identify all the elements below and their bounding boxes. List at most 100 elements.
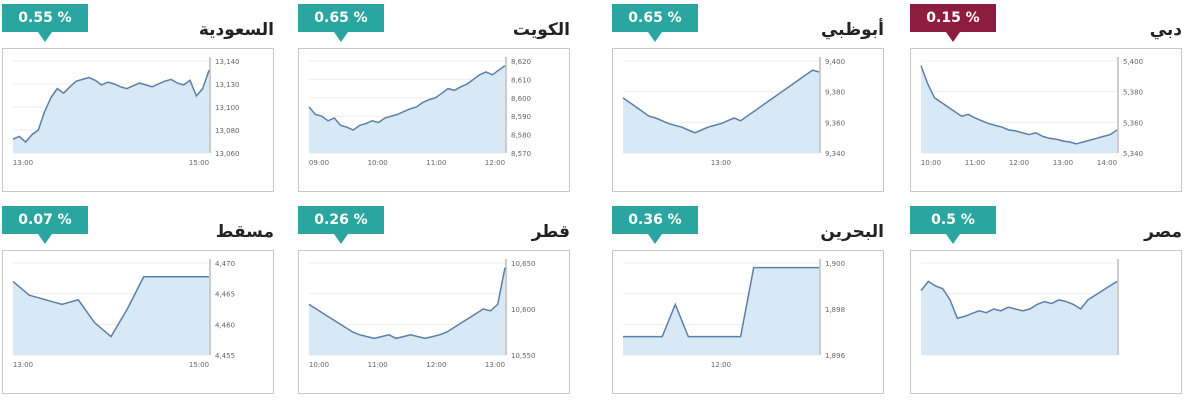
- series-area: [13, 70, 209, 153]
- change-badge: 0.65 %: [612, 4, 698, 42]
- change-value: 0.5 %: [931, 212, 975, 228]
- series-line: [12, 276, 209, 338]
- y-tick-label: 8,600: [511, 95, 531, 103]
- x-tick-label: 15:00: [189, 159, 209, 167]
- market-title: قطر: [531, 222, 570, 242]
- market-panel-bahrain: 0.36 % البحرين 1,900 1,898 1,896 12:00: [612, 206, 884, 396]
- x-tick-label: 13:00: [1053, 159, 1073, 167]
- change-value: 0.36 %: [628, 212, 682, 228]
- x-tick-label: 14:00: [1097, 159, 1117, 167]
- price-chart: 5,400 5,380 5,360 5,340 10:00 11:00 12:00 13:00…: [920, 57, 1143, 167]
- x-tick-label: 12:00: [1009, 159, 1029, 167]
- x-tick-label: 10:00: [309, 361, 329, 369]
- market-title: أبوظبي: [820, 20, 884, 40]
- x-tick-label: 13:00: [485, 361, 505, 369]
- y-tick-label: 4,455: [215, 352, 235, 360]
- series-line: [622, 69, 820, 134]
- change-badge: 0.07 %: [2, 206, 88, 244]
- change-badge: 0.65 %: [298, 4, 384, 42]
- price-chart: 4,470 4,465 4,460 4,455 13:00 15:00: [12, 259, 235, 369]
- y-tick-label: 8,570: [511, 150, 531, 158]
- series-area: [921, 65, 1117, 153]
- series-line: [308, 64, 506, 131]
- change-value: 0.15 %: [926, 10, 980, 26]
- change-badge: 0.5 %: [910, 206, 996, 244]
- change-badge: 0.15 %: [910, 4, 996, 42]
- series-line: [12, 69, 210, 144]
- x-tick-label: 13:00: [13, 361, 33, 369]
- y-tick-label: 4,460: [215, 321, 235, 329]
- change-value: 0.26 %: [314, 212, 368, 228]
- y-tick-label: 8,590: [511, 113, 531, 121]
- change-badge: 0.55 %: [2, 4, 88, 42]
- y-tick-label: 8,610: [511, 76, 531, 84]
- chart-frame: 13,140 13,130 13,100 13,080 13,060 13:00 15:00: [2, 48, 274, 192]
- market-title: مسقط: [215, 222, 274, 242]
- chart-frame: 5,400 5,380 5,360 5,340 10:00 11:00 12:00 13:00…: [910, 48, 1182, 192]
- change-value: 0.55 %: [18, 10, 72, 26]
- y-tick-label: 4,465: [215, 291, 235, 299]
- chart-frame: 4,470 4,465 4,460 4,455 13:00 15:00: [2, 250, 274, 394]
- y-tick-label: 5,380: [1123, 89, 1143, 97]
- chart-frame: 8,620 8,610 8,600 8,590 8,580 8,570 09:00 10:00…: [298, 48, 570, 192]
- chart-frame: [910, 250, 1182, 394]
- y-tick-label: 13,130: [215, 81, 240, 89]
- y-tick-label: 9,400: [825, 58, 845, 66]
- market-panel-kuwait: 0.65 % الكويت 8,620 8,610 8,600 8,590 8,580 8,5…: [298, 4, 570, 194]
- series-area: [623, 70, 819, 153]
- x-tick-label: 11:00: [965, 159, 985, 167]
- y-tick-label: 9,380: [825, 89, 845, 97]
- series-line: [920, 65, 1118, 145]
- change-value: 0.65 %: [314, 10, 368, 26]
- y-tick-label: 10,550: [511, 352, 536, 360]
- price-chart: [920, 259, 1119, 356]
- series-line: [308, 267, 506, 340]
- change-value: 0.65 %: [628, 10, 682, 26]
- price-chart: 9,400 9,380 9,360 9,340 13:00: [622, 57, 845, 167]
- change-value: 0.07 %: [18, 212, 72, 228]
- chart-frame: 9,400 9,380 9,360 9,340 13:00: [612, 48, 884, 192]
- market-panel-dubai: 0.15 % دبي 5,400 5,380 5,360 5,340 10:00 11:00 1…: [910, 4, 1182, 194]
- y-tick-label: 13,080: [215, 127, 240, 135]
- y-tick-label: 8,620: [511, 58, 531, 66]
- y-tick-label: 10,650: [511, 260, 536, 268]
- x-tick-label: 12:00: [426, 361, 446, 369]
- market-title: مصر: [1144, 222, 1182, 242]
- y-tick-label: 1,900: [825, 260, 845, 268]
- price-chart: 13,140 13,130 13,100 13,080 13,060 13:00 15:00: [12, 57, 240, 167]
- market-title: الكويت: [512, 20, 570, 40]
- market-panel-saudi: 0.55 % السعودية 13,140 13,130 13,100 13,080 13…: [2, 4, 274, 194]
- series-area: [623, 267, 819, 355]
- x-tick-label: 15:00: [189, 361, 209, 369]
- x-tick-label: 10:00: [921, 159, 941, 167]
- x-tick-label: 11:00: [426, 159, 446, 167]
- series-area: [309, 65, 505, 153]
- market-panel-abudhabi: 0.65 % أبوظبي 9,400 9,380 9,360 9,340 13:00: [612, 4, 884, 194]
- change-badge: 0.26 %: [298, 206, 384, 244]
- change-badge: 0.36 %: [612, 206, 698, 244]
- series-area: [309, 267, 505, 355]
- y-tick-label: 5,400: [1123, 58, 1143, 66]
- y-tick-label: 10,600: [511, 306, 536, 314]
- series-line: [920, 280, 1118, 320]
- y-tick-label: 8,580: [511, 132, 531, 140]
- market-title: البحرين: [820, 222, 884, 242]
- y-tick-label: 4,470: [215, 260, 235, 268]
- x-tick-label: 13:00: [711, 159, 731, 167]
- market-title: دبي: [1149, 20, 1182, 40]
- market-title: السعودية: [198, 20, 274, 40]
- series-area: [13, 276, 209, 355]
- series-area: [921, 281, 1117, 355]
- x-tick-label: 13:00: [13, 159, 33, 167]
- y-tick-label: 1,896: [825, 352, 846, 360]
- y-tick-label: 1,898: [825, 306, 845, 314]
- y-tick-label: 13,100: [215, 104, 240, 112]
- x-tick-label: 10:00: [368, 159, 388, 167]
- y-tick-label: 13,140: [215, 58, 240, 66]
- price-chart: 1,900 1,898 1,896 12:00: [623, 259, 846, 369]
- y-tick-label: 9,340: [825, 150, 845, 158]
- series-line: [623, 266, 819, 338]
- price-chart: 10,650 10,600 10,550 10:00 11:00 12:00 13:00: [308, 259, 536, 369]
- x-tick-label: 09:00: [309, 159, 329, 167]
- chart-frame: 1,900 1,898 1,896 12:00: [612, 250, 884, 394]
